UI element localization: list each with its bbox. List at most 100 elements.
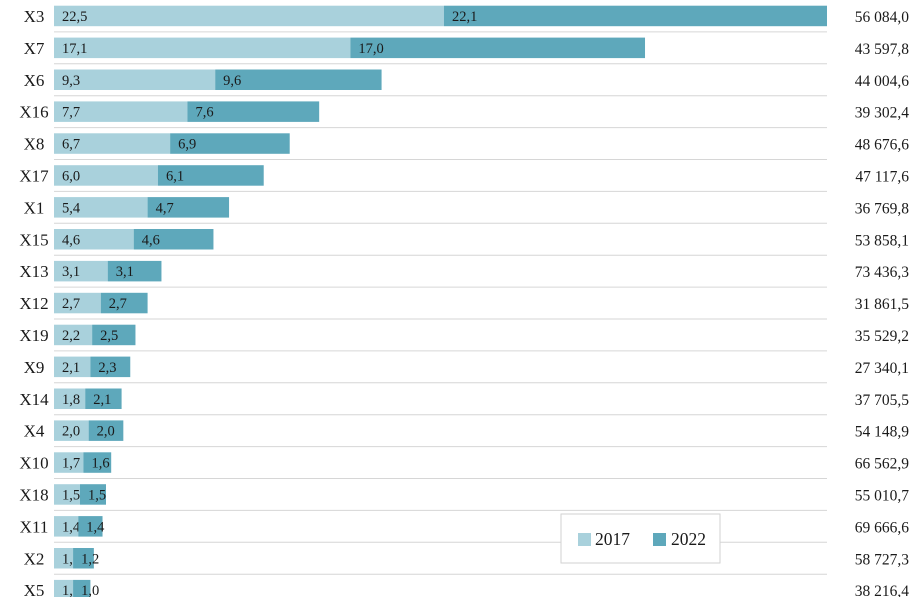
data-label-2017: 7,7 xyxy=(62,105,80,121)
category-label: X4 xyxy=(24,422,45,441)
data-label-2017: 6,0 xyxy=(62,168,80,184)
category-label: X19 xyxy=(19,326,48,345)
data-label-2022: 6,9 xyxy=(178,137,196,153)
data-label-2022: 2,1 xyxy=(93,392,111,408)
right-value-label: 55 010,7 xyxy=(855,487,909,504)
category-label: X16 xyxy=(19,103,48,122)
category-label: X7 xyxy=(24,39,45,58)
legend-label-2022: 2022 xyxy=(671,529,706,549)
bar-segment-2022 xyxy=(78,516,103,537)
data-label-2022: 2,3 xyxy=(98,360,116,376)
data-label-2017: 1,8 xyxy=(62,392,80,408)
data-label-2022: 9,6 xyxy=(223,73,241,89)
category-label: X5 xyxy=(24,581,45,597)
right-value-label: 38 216,4 xyxy=(855,583,909,597)
data-label-2017: 2,0 xyxy=(62,424,80,440)
right-value-label: 47 117,6 xyxy=(855,168,909,185)
data-label-2017: 2,7 xyxy=(62,296,80,312)
right-value-label: 35 529,2 xyxy=(855,328,909,345)
category-label: X18 xyxy=(19,485,48,504)
category-label: X10 xyxy=(19,454,48,473)
right-value-label: 56 084,0 xyxy=(855,9,909,26)
category-label: X9 xyxy=(24,358,45,377)
bar-segment-2022 xyxy=(83,452,112,473)
bar-segment-2022 xyxy=(92,324,136,346)
legend-label-2017: 2017 xyxy=(595,529,630,549)
bar-segment-2017 xyxy=(54,516,79,537)
bar-segment-2017 xyxy=(54,260,108,282)
bar-segment-2017 xyxy=(54,452,84,473)
bar-segment-2017 xyxy=(54,197,148,218)
data-label-2017: 1,5 xyxy=(62,487,80,503)
data-label-2017: 4,6 xyxy=(62,232,80,248)
right-value-label: 69 666,6 xyxy=(855,519,909,536)
category-label: X12 xyxy=(19,294,48,313)
bar-segment-2022 xyxy=(187,101,320,122)
bar-segment-2017 xyxy=(54,292,101,314)
data-label-2022: 17,0 xyxy=(358,41,383,57)
bar-segment-2017 xyxy=(54,388,86,409)
bar-segment-2022 xyxy=(443,5,827,27)
data-label-2022: 7,6 xyxy=(195,105,213,121)
bar-segment-2022 xyxy=(85,388,122,409)
bar-segment-2017 xyxy=(54,579,74,597)
data-label-2017: 3,1 xyxy=(62,264,80,280)
bar-segment-2017 xyxy=(54,356,91,378)
data-label-2022: 2,5 xyxy=(100,328,118,344)
bar-segment-2017 xyxy=(54,133,171,154)
data-label-2022: 3,1 xyxy=(116,264,134,280)
data-label-2017: 9,3 xyxy=(62,73,80,89)
bar-segment-2022 xyxy=(73,548,94,569)
right-value-label: 73 436,3 xyxy=(855,264,909,281)
bar-segment-2017 xyxy=(54,165,158,186)
category-label: X15 xyxy=(19,230,48,249)
bar-segment-2017 xyxy=(54,548,74,569)
data-label-2022: 4,7 xyxy=(156,200,174,216)
category-label: X6 xyxy=(24,71,45,90)
right-value-label: 48 676,6 xyxy=(855,137,909,154)
data-label-2022: 1,2 xyxy=(81,551,99,567)
category-label: X1 xyxy=(24,198,45,217)
bar-segment-2022 xyxy=(215,69,382,90)
bar-segment-2022 xyxy=(147,197,230,218)
bar-segment-2022 xyxy=(350,37,646,59)
data-label-2022: 1,6 xyxy=(91,456,109,472)
bar-segment-2022 xyxy=(157,165,264,186)
right-value-label: 43 597,8 xyxy=(855,41,909,58)
data-label-2017: 6,7 xyxy=(62,137,80,153)
right-value-label: 37 705,5 xyxy=(855,392,909,409)
data-label-2017: 17,1 xyxy=(62,41,87,57)
category-label: X17 xyxy=(19,166,49,185)
bar-segment-2022 xyxy=(90,356,131,378)
bar-segment-2017 xyxy=(54,420,89,441)
data-label-2022: 1,4 xyxy=(86,519,105,535)
category-label: X2 xyxy=(24,549,45,568)
bar-segment-2022 xyxy=(107,260,162,282)
data-label-2017: 5,4 xyxy=(62,200,81,216)
data-label-2022: 2,0 xyxy=(97,424,115,440)
bar-segment-2017 xyxy=(54,69,216,90)
data-label-2022: 6,1 xyxy=(166,168,184,184)
bar-segment-2022 xyxy=(100,292,148,314)
bar-segment-2022 xyxy=(73,579,91,597)
bar-segment-2017 xyxy=(54,37,351,59)
bar-segment-2022 xyxy=(88,420,124,441)
legend-swatch-2022 xyxy=(653,533,666,546)
right-value-label: 66 562,9 xyxy=(855,456,909,473)
data-label-2017: 1,4 xyxy=(62,519,81,535)
right-value-label: 27 340,1 xyxy=(855,360,909,377)
bar-segment-2017 xyxy=(54,229,134,250)
bar-segment-2022 xyxy=(79,484,106,505)
right-value-label: 31 861,5 xyxy=(855,296,909,313)
data-label-2022: 1,5 xyxy=(88,487,106,503)
data-label-2022: 4,6 xyxy=(142,232,160,248)
category-label: X13 xyxy=(19,262,48,281)
right-value-label: 54 148,9 xyxy=(855,424,909,441)
bar-segment-2017 xyxy=(54,324,93,346)
bar-segment-2017 xyxy=(54,5,444,27)
data-label-2022: 2,7 xyxy=(109,296,127,312)
bar-segment-2022 xyxy=(133,229,214,250)
right-value-label: 58 727,3 xyxy=(855,551,909,568)
right-value-label: 39 302,4 xyxy=(855,105,909,122)
